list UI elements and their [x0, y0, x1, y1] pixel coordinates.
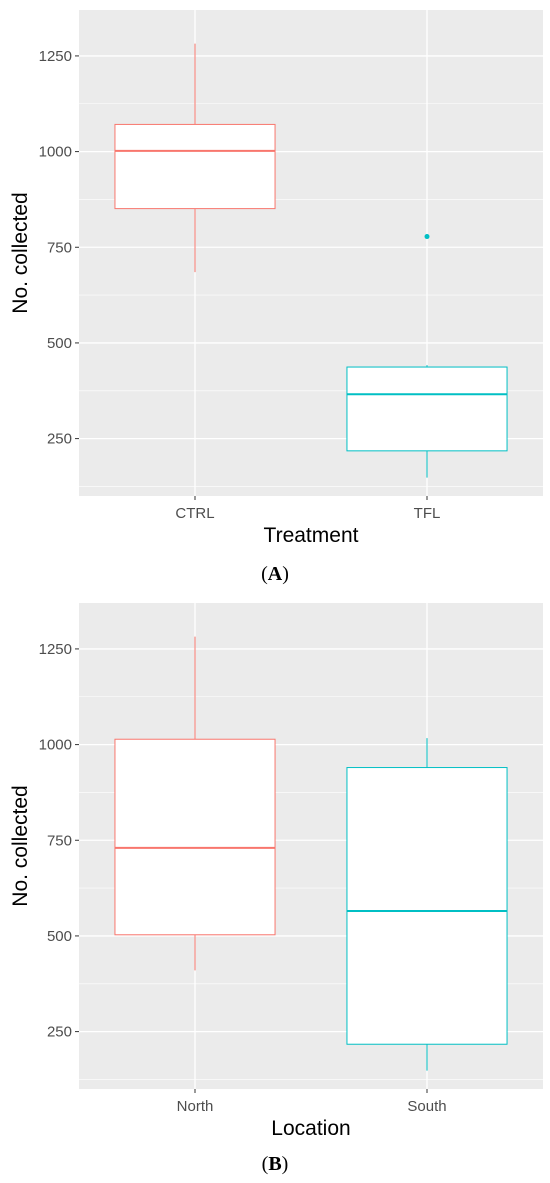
y-tick-label: 250: [47, 1024, 72, 1041]
box-iqr: [114, 123, 276, 210]
x-tick-label: South: [407, 1098, 446, 1115]
boxplot-chart-b: 250 500 750 1000 1250 North South Location No. c…: [9, 603, 543, 1140]
y-axis-title: No. collected: [9, 192, 32, 313]
box-tfl: [346, 234, 508, 478]
caption-b-close: ): [281, 1153, 289, 1175]
box-iqr: [346, 767, 508, 1045]
box-iqr: [114, 738, 276, 936]
chart-panel-a: 250 500 750 1000 1250 CTRL TFL Treatment No. col…: [0, 0, 550, 560]
caption-a-open: (: [261, 563, 268, 585]
caption-a-close: ): [282, 563, 289, 585]
x-tick-label: CTRL: [175, 505, 214, 522]
y-tick-label: 1000: [39, 144, 72, 161]
boxplot-chart-a: 250 500 750 1000 1250 CTRL TFL Treatment No. col…: [9, 10, 543, 547]
y-tick-label: 750: [47, 832, 72, 849]
caption-a: (A): [0, 563, 550, 586]
caption-a-label: A: [267, 563, 283, 585]
y-tick-label: 500: [47, 928, 72, 945]
box-south: [346, 738, 508, 1071]
y-tick-label: 500: [47, 335, 72, 352]
box-iqr: [346, 366, 508, 452]
box-ctrl: [114, 43, 276, 273]
outlier-point: [424, 234, 430, 240]
y-tick-label: 1250: [39, 641, 72, 658]
y-tick-label: 1000: [39, 737, 72, 754]
y-tick-label: 750: [47, 239, 72, 256]
caption-b-open: (: [261, 1153, 269, 1175]
caption-b-label: B: [268, 1153, 282, 1175]
x-axis-title: Treatment: [264, 524, 359, 547]
x-axis-title: Location: [271, 1117, 350, 1140]
y-tick-label: 250: [47, 431, 72, 448]
x-tick-label: North: [177, 1098, 214, 1115]
box-north: [114, 636, 276, 971]
chart-panel-b: 250 500 750 1000 1250 North South Location No. c…: [0, 593, 550, 1153]
x-tick-label: TFL: [414, 505, 441, 522]
y-axis-title: No. collected: [9, 785, 32, 906]
y-tick-label: 1250: [39, 48, 72, 65]
caption-b: (B): [0, 1153, 550, 1176]
